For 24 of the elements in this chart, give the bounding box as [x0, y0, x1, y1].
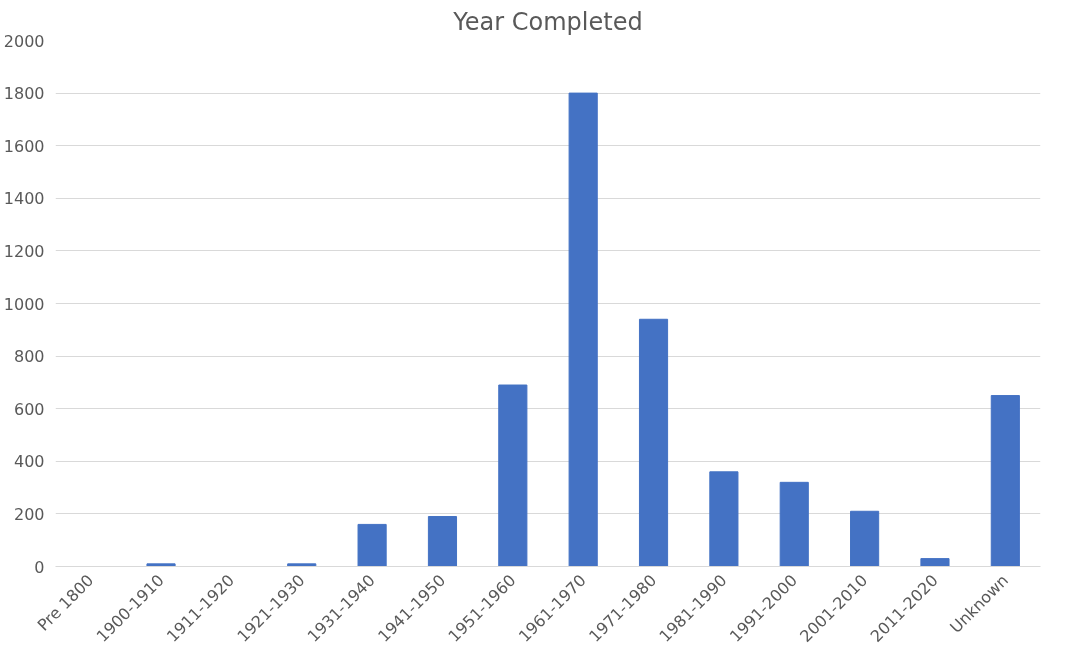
y-tick-label: 800 [13, 347, 45, 367]
bar [427, 516, 458, 567]
bar [146, 563, 176, 567]
y-tick-label: 1000 [3, 294, 45, 314]
y-tick-label: 1600 [3, 136, 45, 156]
y-tick-label: 1400 [3, 189, 45, 209]
bar [498, 384, 528, 567]
bar [990, 395, 1020, 567]
bar [357, 523, 387, 567]
y-tick-label: 1200 [3, 241, 45, 261]
y-tick-label: 400 [13, 452, 45, 472]
y-tick-label: 1800 [3, 84, 45, 104]
chart-title: Year Completed [452, 7, 643, 36]
y-tick-label: 200 [13, 504, 45, 524]
bar [287, 563, 317, 567]
bar [638, 318, 669, 567]
bar [709, 471, 739, 567]
bar [920, 558, 950, 567]
bar [850, 510, 880, 567]
bar [779, 481, 809, 567]
y-tick-label: 0 [34, 557, 45, 577]
bar [568, 92, 598, 567]
y-tick-label: 600 [13, 399, 45, 419]
y-tick-label: 2000 [3, 31, 45, 51]
